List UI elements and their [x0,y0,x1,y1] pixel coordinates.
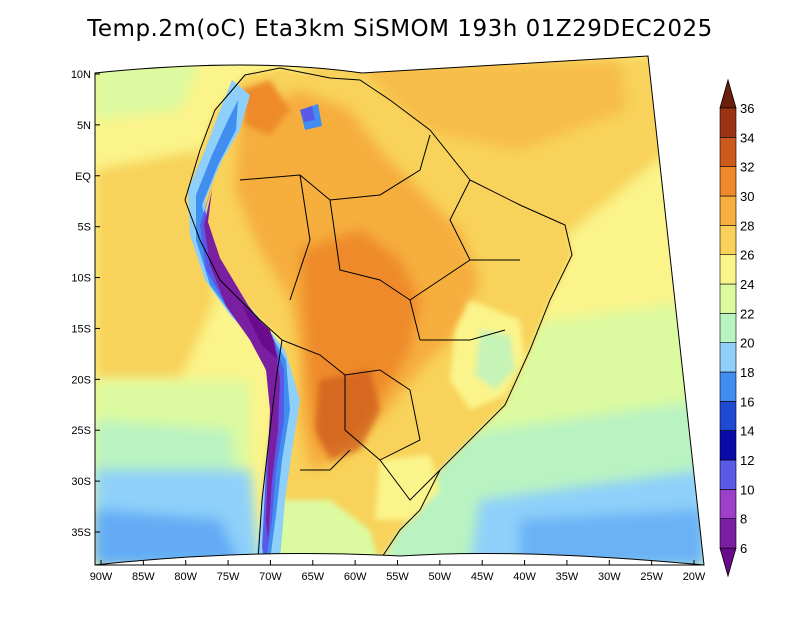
colorbar-label: 16 [740,394,754,409]
colorbar-label: 6 [740,541,747,556]
lon-label: 50W [429,571,452,583]
colorbar-swatch [719,518,737,549]
lat-label: 15S [71,323,91,335]
colorbar-label: 36 [740,101,754,116]
latitude-axis: 10N 5N EQ 5S 10S 15S 20S 25S 30S 35S [71,69,100,539]
colorbar-swatch [719,166,737,197]
colorbar-swatch [719,283,737,314]
lon-label: 35W [556,571,579,583]
lat-label: 5S [78,222,91,234]
colorbar-label: 18 [740,365,754,380]
lat-label: 35S [71,527,91,539]
lat-label: EQ [75,171,91,183]
colorbar-label: 8 [740,512,747,527]
lat-label: 5N [77,120,91,132]
colorbar: 6 8 10 12 14 16 18 20 22 24 26 28 30 32 34 36 [719,78,754,578]
lon-label: 40W [513,571,536,583]
colorbar-swatch [719,254,737,285]
colorbar-label: 14 [740,424,754,439]
colorbar-low-triangle [719,547,737,578]
lon-label: 45W [471,571,494,583]
map-title: Temp.2m(oC) Eta3km SiSMOM 193h 01Z29DEC2… [87,16,713,42]
colorbar-label: 10 [740,482,754,497]
country-boundaries [184,67,573,561]
colorbar-label: 26 [740,248,754,263]
temperature-field [95,56,704,565]
colorbar-swatch [719,225,737,255]
lat-label: 30S [71,476,91,488]
colorbar-swatch [719,401,737,431]
lat-label: 10N [71,69,91,81]
colorbar-label: 20 [740,336,754,351]
lon-label: 60W [344,571,367,583]
lon-label: 20W [683,571,706,583]
colorbar-swatch [719,489,737,519]
colorbar-label: 12 [740,453,754,468]
colorbar-label: 32 [740,160,754,175]
lat-label: 25S [71,425,91,437]
colorbar-swatch [719,195,737,226]
lon-label: 30W [598,571,621,583]
colorbar-swatch [719,430,737,461]
lat-label: 20S [71,374,91,386]
lat-label: 10S [71,273,91,285]
colorbar-swatch [719,371,737,402]
colorbar-label: 22 [740,306,754,321]
colorbar-swatch [719,107,737,138]
colorbar-label: 24 [740,277,754,292]
lon-label: 75W [217,571,240,583]
colorbar-label: 28 [740,218,754,233]
colorbar-swatch [719,342,737,373]
lon-label: 25W [640,571,663,583]
colorbar-label: 34 [740,130,754,145]
lon-label: 65W [301,571,324,583]
colorbar-swatch [719,313,737,343]
colorbar-swatch [719,137,737,167]
lon-label: 80W [174,571,197,583]
colorbar-swatch [719,459,737,490]
lon-label: 55W [386,571,409,583]
lon-label: 70W [259,571,282,583]
lon-label: 90W [90,571,113,583]
colorbar-high-triangle [719,78,737,109]
colorbar-label: 30 [740,189,754,204]
lon-label: 85W [132,571,155,583]
longitude-axis: 90W 85W 80W 75W 70W 65W 60W 55W 50W 45W 40W 35W 30W 2… [90,560,706,583]
